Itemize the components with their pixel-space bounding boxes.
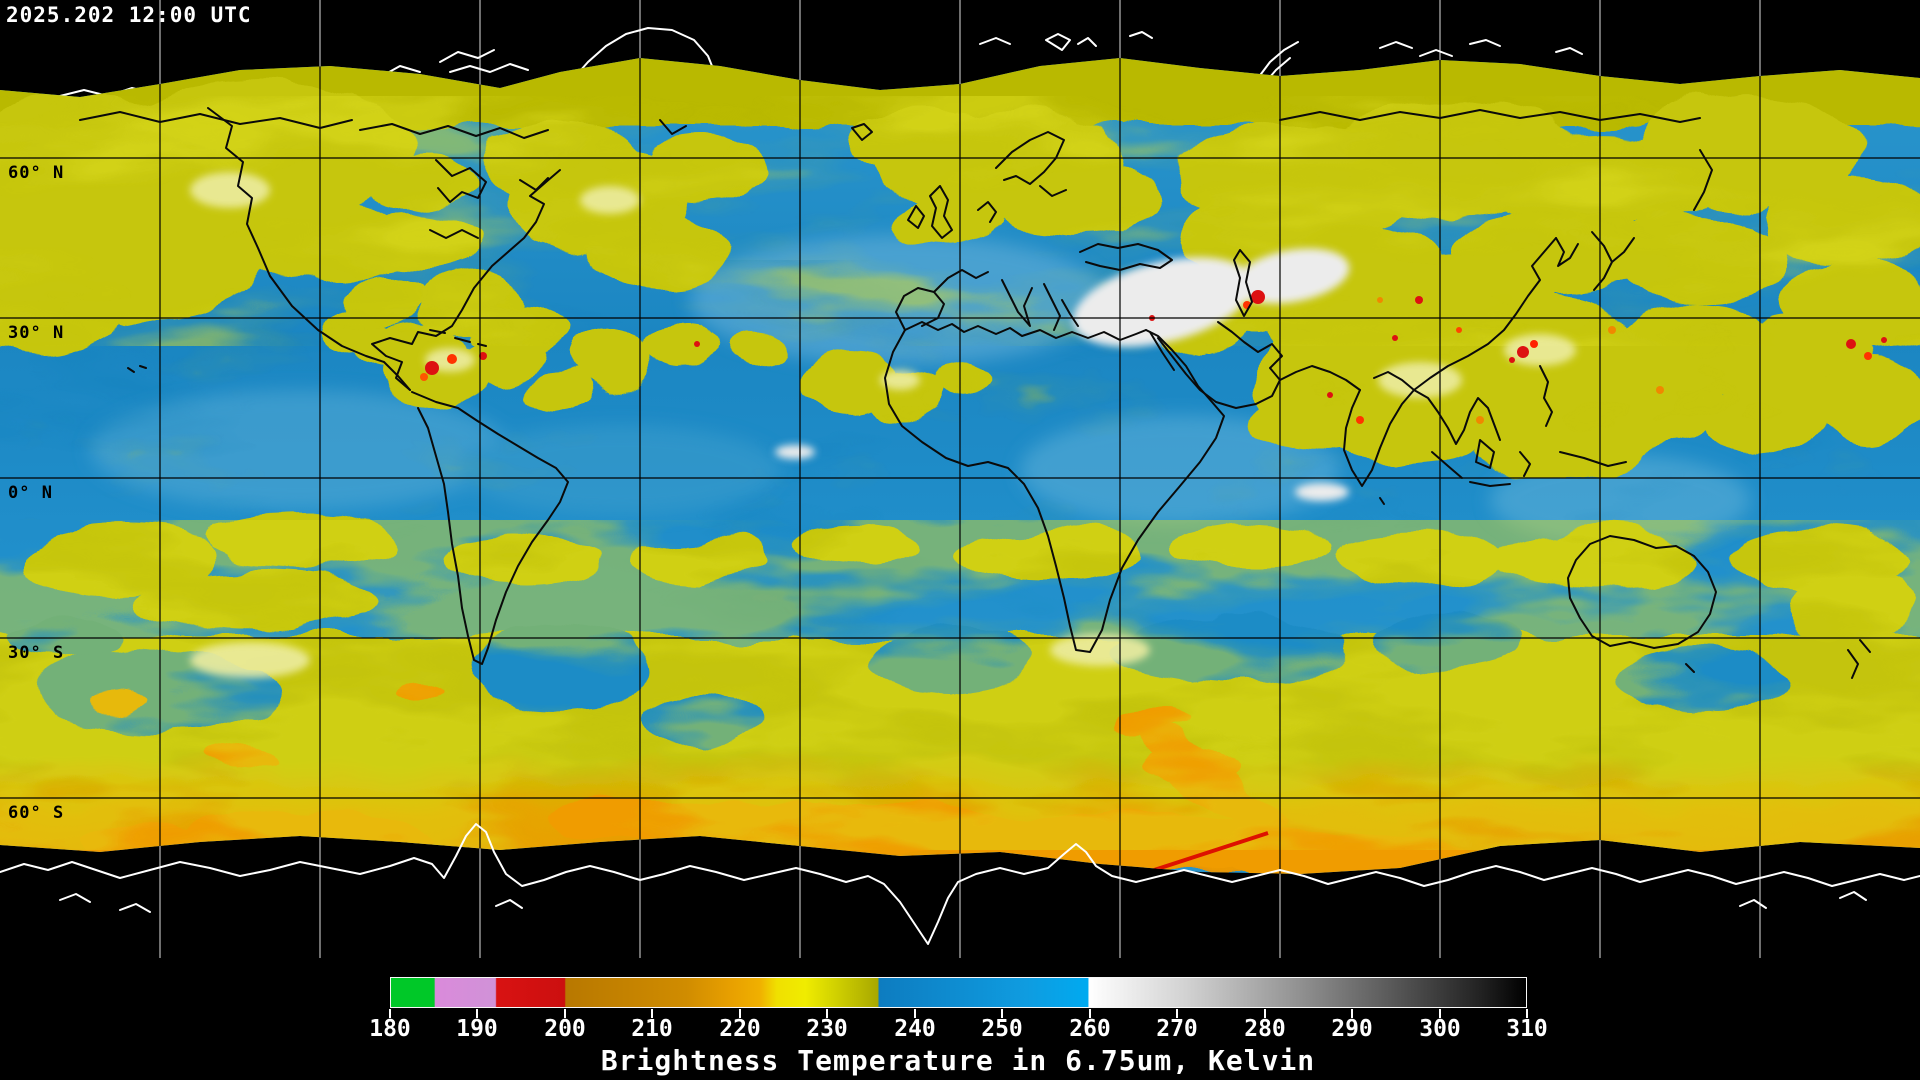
colorbar-tick-label: 230: [806, 1016, 848, 1042]
warm-dry-white-patches: [775, 248, 1350, 501]
colorbar-tick-label: 180: [369, 1016, 411, 1042]
brightness-temperature-field: [0, 0, 1920, 958]
colorbar-tick: [1526, 1009, 1528, 1018]
colorbar-tick-label: 260: [1069, 1016, 1111, 1042]
latitude-label-60n: 60° N: [8, 163, 65, 183]
latitude-label-0n: 0° N: [8, 483, 53, 503]
colorbar-tick: [1439, 1009, 1441, 1018]
colorbar-tick: [651, 1009, 653, 1018]
colorbar-tick-label: 250: [981, 1016, 1023, 1042]
world-map: [0, 0, 1920, 960]
colorbar-gradient: [390, 977, 1527, 1008]
colorbar-tick-label: 290: [1331, 1016, 1373, 1042]
colorbar-tick-label: 300: [1419, 1016, 1461, 1042]
colorbar-tick: [1089, 1009, 1091, 1018]
colorbar-tick-label: 240: [894, 1016, 936, 1042]
colorbar-tick: [389, 1009, 391, 1018]
colorbar-tick: [826, 1009, 828, 1018]
latitude-label-30n: 30° N: [8, 323, 65, 343]
continent-coastlines: [79, 107, 1871, 679]
colorbar-tick-label: 210: [631, 1016, 673, 1042]
antarctic-coastline: [0, 823, 1920, 945]
colorbar-tick-label: 220: [719, 1016, 761, 1042]
colorbar-caption: Brightness Temperature in 6.75um, Kelvin: [600, 1044, 1316, 1077]
colorbar-tick: [1176, 1009, 1178, 1018]
colorbar-tick-label: 190: [456, 1016, 498, 1042]
colorbar-tick: [914, 1009, 916, 1018]
latitude-label-30s: 30° S: [8, 643, 65, 663]
colorbar-tick: [1001, 1009, 1003, 1018]
colorbar-tick-label: 200: [544, 1016, 586, 1042]
colorbar-tick: [739, 1009, 741, 1018]
colorbar-tick: [1264, 1009, 1266, 1018]
timestamp: 2025.202 12:00 UTC: [6, 3, 252, 27]
colorbar-tick-label: 310: [1506, 1016, 1548, 1042]
colorbar-tick-label: 280: [1244, 1016, 1286, 1042]
scan-edge-artifact: [1147, 831, 1269, 874]
colorbar-tick-label: 270: [1156, 1016, 1198, 1042]
colorbar-tick: [476, 1009, 478, 1018]
very-cold-cloud-spots: [420, 290, 1887, 424]
colorbar-tick: [1351, 1009, 1353, 1018]
colorbar-tick: [564, 1009, 566, 1018]
graticule-black: [0, 0, 1920, 958]
latitude-label-60s: 60° S: [8, 803, 65, 823]
